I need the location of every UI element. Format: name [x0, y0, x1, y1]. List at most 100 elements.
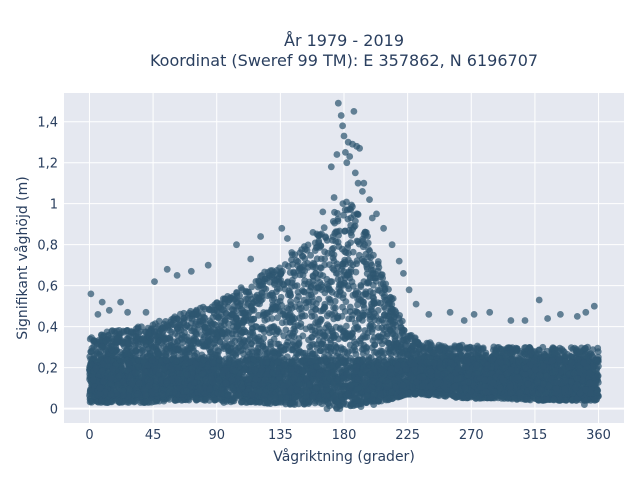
data-point: [354, 211, 362, 219]
data-point: [365, 246, 372, 253]
data-point: [312, 270, 319, 277]
data-point: [299, 287, 306, 294]
data-point: [584, 343, 591, 351]
data-point: [321, 248, 328, 256]
data-point: [201, 324, 209, 331]
data-point: [124, 350, 132, 357]
data-point: [180, 314, 188, 322]
data-point: [353, 257, 361, 264]
data-point: [248, 320, 255, 328]
data-point: [193, 306, 200, 314]
data-point: [190, 340, 197, 347]
data-point: [221, 300, 228, 308]
data-point: [213, 313, 220, 320]
data-point: [226, 340, 233, 348]
data-point: [387, 317, 395, 324]
data-point: [379, 274, 386, 282]
data-point: [347, 206, 355, 214]
data-point: [370, 251, 377, 259]
data-point: [207, 348, 215, 356]
data-point: [241, 342, 249, 350]
data-point: [297, 323, 305, 331]
data-point: [166, 334, 173, 342]
data-point: [332, 304, 339, 312]
data-point: [127, 328, 135, 335]
data-point: [489, 346, 497, 354]
data-point: [331, 297, 339, 305]
data-point: [374, 258, 382, 265]
data-point: [307, 291, 315, 299]
data-point: [332, 331, 340, 339]
data-point: [355, 251, 363, 259]
data-point: [308, 350, 316, 358]
data-point: [323, 237, 331, 244]
data-point: [301, 255, 309, 262]
data-point: [307, 284, 315, 291]
data-point: [286, 289, 294, 297]
data-point: [273, 340, 281, 348]
data-point: [398, 326, 406, 334]
data-point: [361, 228, 369, 236]
data-point: [229, 349, 237, 357]
data-point: [289, 329, 297, 337]
data-point: [487, 394, 495, 402]
data-point: [277, 293, 285, 301]
data-point: [342, 298, 350, 305]
data-point: [291, 323, 299, 330]
data-point: [594, 344, 602, 352]
data-point: [321, 289, 329, 297]
data-point: [280, 346, 288, 354]
data-point: [377, 334, 385, 341]
data-point: [248, 283, 256, 291]
data-point: [113, 338, 121, 346]
data-point: [288, 251, 296, 258]
data-point: [86, 398, 94, 406]
data-point: [367, 266, 375, 274]
data-point: [318, 340, 325, 348]
data-point: [96, 336, 103, 344]
data-point: [345, 269, 352, 277]
data-point: [267, 341, 274, 348]
data-point: [281, 313, 289, 320]
data-point: [341, 206, 349, 214]
data-point: [299, 332, 307, 340]
data-point: [124, 340, 132, 347]
data-point: [364, 278, 372, 286]
data-point: [378, 324, 386, 332]
data-point: [320, 348, 327, 356]
data-point: [238, 398, 245, 406]
data-point: [409, 342, 417, 349]
data-point: [535, 346, 543, 354]
data-point: [334, 349, 342, 357]
data-point: [293, 296, 301, 304]
data-point: [337, 281, 345, 289]
data-point: [255, 341, 263, 348]
data-point: [183, 322, 191, 330]
data-point: [353, 324, 361, 331]
data-point: [269, 347, 277, 355]
data-point: [259, 280, 267, 288]
data-point: [315, 237, 323, 245]
data-point: [268, 315, 276, 322]
data-point: [274, 314, 281, 322]
data-point: [325, 310, 333, 317]
data-point: [178, 331, 186, 339]
data-point: [88, 334, 95, 342]
data-point: [567, 344, 575, 351]
data-point: [154, 348, 162, 356]
data-point: [222, 334, 230, 342]
data-point: [314, 318, 322, 326]
data-point: [281, 285, 289, 293]
data-point: [298, 313, 306, 320]
data-point: [134, 323, 142, 331]
data-point: [385, 323, 393, 330]
data-point: [298, 246, 306, 254]
data-point: [237, 327, 245, 335]
data-point: [381, 311, 388, 318]
data-point: [305, 336, 312, 344]
data-point: [338, 313, 346, 320]
data-point: [135, 329, 143, 337]
data-point: [160, 336, 168, 344]
data-point: [345, 285, 353, 293]
